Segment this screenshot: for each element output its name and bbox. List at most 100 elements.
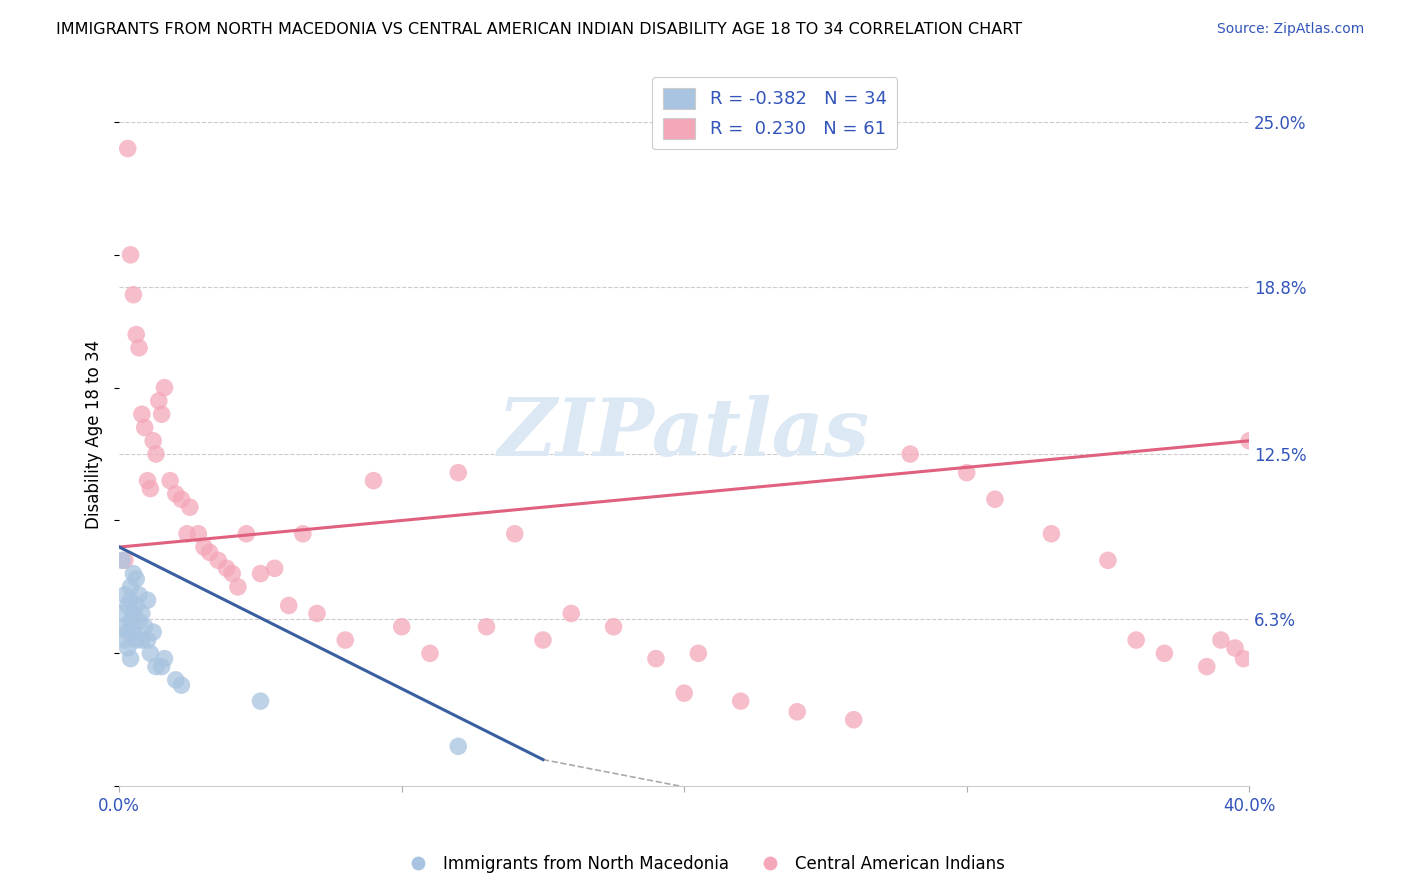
Point	[305, 607, 328, 621]
Point	[207, 553, 229, 567]
Point	[114, 620, 136, 634]
Point	[145, 659, 167, 673]
Text: ZIPatlas: ZIPatlas	[498, 395, 870, 473]
Legend: Immigrants from North Macedonia, Central American Indians: Immigrants from North Macedonia, Central…	[394, 848, 1012, 880]
Point	[193, 540, 215, 554]
Point	[226, 580, 249, 594]
Text: IMMIGRANTS FROM NORTH MACEDONIA VS CENTRAL AMERICAN INDIAN DISABILITY AGE 18 TO : IMMIGRANTS FROM NORTH MACEDONIA VS CENTR…	[56, 22, 1022, 37]
Point	[122, 625, 145, 640]
Point	[150, 659, 173, 673]
Point	[131, 633, 153, 648]
Point	[363, 474, 385, 488]
Point	[114, 588, 136, 602]
Point	[602, 620, 624, 634]
Point	[117, 142, 139, 156]
Point	[898, 447, 921, 461]
Point	[1097, 553, 1119, 567]
Point	[122, 566, 145, 581]
Point	[291, 526, 314, 541]
Point	[277, 599, 299, 613]
Point	[131, 607, 153, 621]
Point	[221, 566, 243, 581]
Point	[120, 651, 142, 665]
Point	[136, 633, 159, 648]
Point	[249, 566, 271, 581]
Point	[170, 492, 193, 507]
Point	[125, 599, 148, 613]
Point	[1153, 646, 1175, 660]
Point	[159, 474, 181, 488]
Point	[984, 492, 1007, 507]
Point	[128, 588, 150, 602]
Point	[111, 553, 134, 567]
Point	[153, 381, 176, 395]
Point	[475, 620, 498, 634]
Point	[120, 580, 142, 594]
Point	[1209, 633, 1232, 648]
Point	[842, 713, 865, 727]
Point	[153, 651, 176, 665]
Point	[142, 625, 165, 640]
Point	[125, 327, 148, 342]
Point	[645, 651, 668, 665]
Point	[1195, 659, 1218, 673]
Point	[136, 474, 159, 488]
Point	[131, 407, 153, 421]
Text: Source: ZipAtlas.com: Source: ZipAtlas.com	[1216, 22, 1364, 37]
Point	[128, 615, 150, 629]
Point	[125, 633, 148, 648]
Point	[1232, 651, 1254, 665]
Point	[111, 607, 134, 621]
Point	[391, 620, 413, 634]
Point	[122, 607, 145, 621]
Point	[335, 633, 357, 648]
Point	[176, 526, 198, 541]
Point	[165, 487, 187, 501]
Point	[142, 434, 165, 448]
Point	[165, 673, 187, 687]
Point	[1237, 434, 1260, 448]
Point	[673, 686, 696, 700]
Point	[125, 572, 148, 586]
Point	[170, 678, 193, 692]
Point	[447, 739, 470, 754]
Point	[117, 625, 139, 640]
Point	[139, 646, 162, 660]
Point	[786, 705, 808, 719]
Point	[117, 640, 139, 655]
Point	[134, 420, 156, 434]
Point	[117, 599, 139, 613]
Point	[263, 561, 285, 575]
Point	[150, 407, 173, 421]
Legend: R = -0.382   N = 34, R =  0.230   N = 61: R = -0.382 N = 34, R = 0.230 N = 61	[652, 77, 897, 150]
Point	[120, 248, 142, 262]
Point	[148, 393, 170, 408]
Point	[114, 633, 136, 648]
Point	[120, 615, 142, 629]
Point	[447, 466, 470, 480]
Point	[215, 561, 238, 575]
Point	[120, 593, 142, 607]
Point	[145, 447, 167, 461]
Point	[134, 620, 156, 634]
Point	[1040, 526, 1063, 541]
Point	[560, 607, 582, 621]
Point	[128, 341, 150, 355]
Point	[198, 545, 221, 559]
Point	[1125, 633, 1147, 648]
Point	[235, 526, 257, 541]
Point	[136, 593, 159, 607]
Point	[531, 633, 554, 648]
Point	[1223, 640, 1246, 655]
Point	[503, 526, 526, 541]
Point	[249, 694, 271, 708]
Point	[179, 500, 201, 515]
Point	[688, 646, 710, 660]
Point	[122, 287, 145, 301]
Point	[139, 482, 162, 496]
Point	[187, 526, 209, 541]
Point	[956, 466, 979, 480]
Point	[114, 553, 136, 567]
Point	[419, 646, 441, 660]
Point	[730, 694, 752, 708]
